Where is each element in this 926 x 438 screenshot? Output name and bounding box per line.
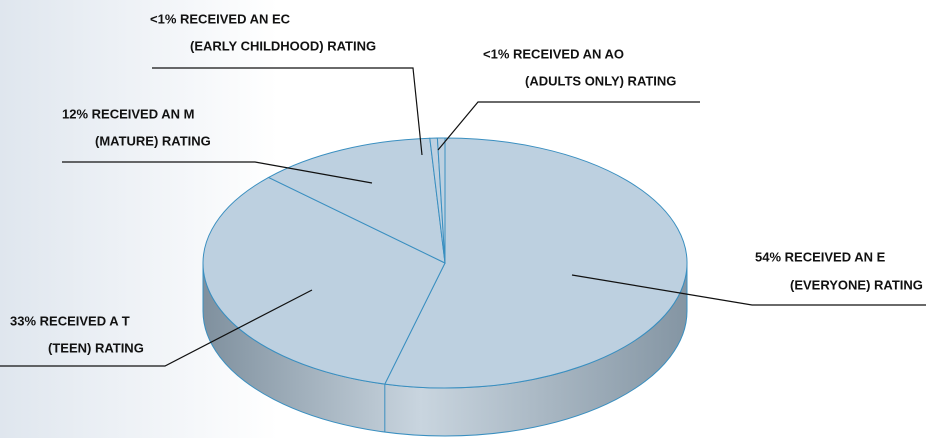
leader-line bbox=[437, 101, 700, 151]
slice-label: (MATURE) RATING bbox=[95, 133, 211, 148]
leader-line bbox=[62, 161, 373, 184]
slice-label: (EARLY CHILDHOOD) RATING bbox=[190, 38, 376, 53]
pie-slice bbox=[384, 137, 688, 389]
slice-label: (ADULTS ONLY) RATING bbox=[525, 73, 676, 88]
slice-label: (EVERYONE) RATING bbox=[790, 277, 923, 292]
slice-label: 33% RECEIVED A T bbox=[10, 313, 130, 328]
leader-line bbox=[0, 289, 313, 367]
slice-label: <1% RECEIVED AN AO bbox=[483, 46, 624, 61]
pie-slice bbox=[267, 137, 446, 264]
slice-label: <1% RECEIVED AN EC bbox=[150, 11, 291, 26]
pie-slice bbox=[436, 137, 446, 264]
leader-line bbox=[152, 67, 423, 156]
slice-label: 12% RECEIVED AN M bbox=[62, 106, 194, 121]
pie-slice bbox=[202, 176, 446, 385]
slice-label: (TEEN) RATING bbox=[48, 340, 144, 355]
leader-line bbox=[571, 274, 926, 306]
slice-label: 54% RECEIVED AN E bbox=[755, 249, 886, 264]
